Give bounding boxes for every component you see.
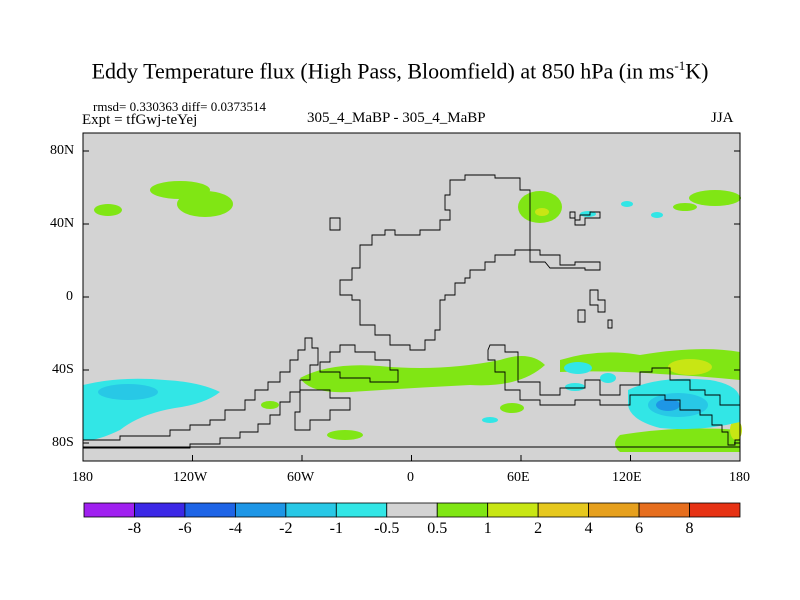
expt-label: Expt = tfGwj-teYej	[82, 112, 198, 128]
stats-text: rmsd= 0.330363 diff= 0.0373514	[93, 99, 266, 114]
coast-island-1	[589, 289, 606, 313]
neg-field-asia-1	[580, 211, 596, 217]
x-tick-label-5: 120E	[612, 470, 642, 485]
negative-field-group	[83, 201, 740, 441]
subtitle: 305_4_MaBP - 305_4_MaBP	[307, 110, 486, 126]
axis-ticks	[82, 150, 741, 461]
pos-field-southern-ocean	[615, 428, 740, 452]
colorbar-box-10	[588, 502, 640, 518]
x-tick-label-4: 60E	[507, 470, 530, 485]
colorbar-box-7	[436, 502, 489, 518]
colorbar-box-12	[689, 502, 741, 518]
colorbar-box-4	[285, 502, 337, 518]
colorbar-label-4: -1	[329, 520, 343, 537]
colorbar-label-2: -4	[228, 520, 243, 537]
pos-field-westpac	[94, 204, 122, 216]
y-tick-label-0: 80N	[50, 143, 75, 158]
neg-field-south-indian-center	[656, 399, 680, 411]
pos-field-nepac	[689, 190, 741, 206]
colorbar-box-5	[335, 502, 388, 518]
x-tick-label-0: 180	[72, 470, 93, 485]
colorbar-label-1: -6	[178, 520, 192, 537]
pos-field-npacific-2	[177, 191, 233, 217]
pos-field-south-atlantic	[300, 356, 545, 393]
positive-field-group	[94, 181, 742, 452]
colorbar-box-0	[83, 502, 135, 518]
pos-field-south-indian-core	[668, 359, 712, 375]
coast-island-3	[607, 319, 613, 329]
colorbar	[83, 502, 741, 518]
x-tick-label-3: 0	[407, 470, 414, 485]
x-tick-label-2: 60W	[287, 470, 315, 485]
coast-south-asia	[529, 249, 601, 271]
pos-field-small-2	[327, 430, 363, 440]
colorbar-box-6	[386, 502, 438, 518]
colorbar-box-8	[487, 502, 539, 518]
coast-southern-africa	[319, 344, 399, 383]
colorbar-label-0: -8	[127, 520, 142, 537]
colorbar-label-7: 1	[483, 520, 492, 537]
pos-field-small-3	[500, 403, 524, 413]
colorbar-label-6: 0.5	[427, 520, 448, 537]
colorbar-label-9: 4	[584, 520, 593, 537]
x-tick-label-1: 120W	[173, 470, 208, 485]
neg-field-south-pacific-core	[98, 384, 158, 400]
neg-field-asia-2	[621, 201, 633, 207]
pos-field-edge	[730, 420, 742, 440]
pos-field-small-1	[261, 401, 279, 409]
pos-field-siberia-core	[535, 208, 549, 216]
colorbar-box-2	[184, 502, 236, 518]
coast-africa-eurasia	[339, 174, 531, 351]
colorbar-label-10: 6	[635, 520, 644, 537]
season-label: JJA	[711, 110, 734, 126]
colorbar-label-5: -0.5	[374, 520, 400, 537]
coast-antarctic-peninsula	[294, 389, 351, 431]
colorbar-box-11	[638, 502, 690, 518]
coast-fragment	[329, 217, 341, 231]
coast-south-america-antarctic	[83, 337, 319, 449]
coast-east-asia	[569, 211, 601, 226]
pos-field-nepac-2	[673, 203, 697, 211]
neg-field-asia-3	[651, 212, 663, 218]
y-tick-label-4: 80S	[52, 435, 74, 450]
colorbar-box-3	[234, 502, 287, 518]
colorbar-label-8: 2	[534, 520, 543, 537]
neg-field-small-2	[600, 373, 616, 383]
neg-field-small-4	[482, 417, 498, 423]
colorbar-box-9	[537, 502, 590, 518]
y-tick-label-2: 0	[66, 289, 73, 304]
neg-field-small-1	[564, 362, 592, 374]
y-tick-label-1: 40N	[50, 216, 75, 231]
pos-field-siberia	[518, 191, 562, 223]
chart-title: Eddy Temperature flux (High Pass, Bloomf…	[91, 58, 709, 84]
colorbar-label-11: 8	[685, 520, 694, 537]
title-superscript: -1	[674, 58, 686, 73]
neg-field-small-3	[565, 383, 585, 391]
colorbar-box-1	[134, 502, 186, 518]
colorbar-label-3: -2	[279, 520, 293, 537]
y-tick-label-3: 40S	[52, 362, 74, 377]
coast-island-2	[577, 309, 586, 323]
x-tick-label-6: 180	[729, 470, 750, 485]
